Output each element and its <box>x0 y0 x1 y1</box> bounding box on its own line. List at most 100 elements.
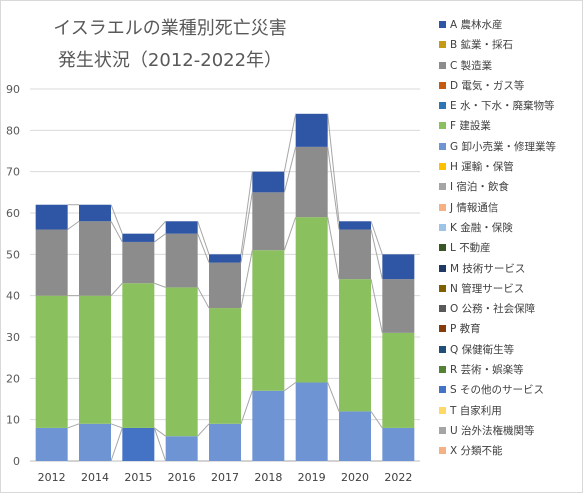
legend-item: S その他のサービス <box>436 381 581 401</box>
legend-label: B 鉱業・採石 <box>450 39 514 52</box>
bar-segment <box>122 427 155 461</box>
series-line <box>153 220 167 235</box>
series-line <box>110 221 123 243</box>
bar-segment <box>79 423 111 461</box>
series-line <box>283 216 297 251</box>
series-line <box>110 423 123 429</box>
legend-swatch <box>439 183 446 191</box>
bar-segment <box>35 204 68 230</box>
legend-swatch <box>439 223 446 231</box>
legend-swatch <box>439 345 446 353</box>
legend-item: R 芸術・娯楽等 <box>436 361 581 381</box>
legend-label: A 農林水産 <box>450 19 503 31</box>
bar-segment <box>35 295 68 428</box>
legend-item: F 建設業 <box>436 117 581 137</box>
legend-item: B 鉱業・採石 <box>436 36 581 56</box>
legend-swatch <box>439 325 446 333</box>
chart-legend: A 農林水産 B 鉱業・採石 C 製造業 D 電気・ガス等 E 水・下水・廃棄物等 F 建… <box>436 16 581 463</box>
legend-item: J 情報通信 <box>436 199 581 219</box>
y-tick-label: 60 <box>6 207 20 220</box>
series-line <box>153 427 167 462</box>
bar-segment <box>209 308 241 424</box>
series-line <box>240 250 253 309</box>
bar-segment <box>382 427 415 461</box>
y-tick-label: 70 <box>6 166 20 179</box>
y-tick-label: 30 <box>6 331 20 344</box>
bar-segment <box>382 332 415 428</box>
x-tick-label: 2014 <box>81 471 109 484</box>
legend-label: X 分類不能 <box>450 445 503 458</box>
bar-segment <box>339 221 371 230</box>
bar-segment <box>252 250 285 391</box>
series-line <box>197 423 210 437</box>
x-tick-label: 2016 <box>168 471 196 484</box>
bar-segment <box>122 283 155 428</box>
bar-segment <box>79 221 111 296</box>
legend-item: P 教育 <box>436 320 581 340</box>
legend-label: P 教育 <box>450 323 481 336</box>
bar-segment <box>339 279 371 412</box>
legend-label: K 金融・保険 <box>450 221 513 234</box>
legend-label: S その他のサービス <box>450 384 545 397</box>
legend-label: R 芸術・娯楽等 <box>450 364 524 377</box>
legend-swatch <box>439 102 446 110</box>
series-line <box>327 382 340 412</box>
legend-swatch <box>439 244 446 252</box>
legend-swatch <box>439 366 446 374</box>
series-line <box>370 279 383 333</box>
legend-label: G 卸小売業・修理業等 <box>450 140 556 153</box>
bar-segment <box>252 171 285 193</box>
y-tick-label: 20 <box>6 372 20 385</box>
legend-swatch <box>439 142 446 150</box>
legend-swatch <box>439 61 446 69</box>
bar-segment <box>252 390 285 461</box>
series-line <box>240 192 253 263</box>
series-line <box>110 204 123 234</box>
bar-segment <box>35 229 68 296</box>
y-tick-label: 80 <box>6 124 20 137</box>
x-tick-label: 2017 <box>211 471 239 484</box>
bar-segment <box>165 436 198 461</box>
legend-swatch <box>439 406 446 414</box>
legend-label: J 情報通信 <box>450 201 499 214</box>
legend-item: I 宿泊・飲食 <box>436 178 581 198</box>
series-line <box>67 423 80 429</box>
legend-swatch <box>439 21 446 28</box>
series-line <box>110 282 123 297</box>
legend-swatch <box>439 122 446 130</box>
bar-segment <box>339 411 371 461</box>
x-tick-label: 2022 <box>384 471 412 484</box>
legend-item: Q 保健衛生等 <box>436 341 581 361</box>
legend-item: M 技術サービス <box>436 260 581 280</box>
bar-segment <box>79 295 111 424</box>
legend-swatch <box>439 305 446 313</box>
series-line <box>197 221 210 255</box>
legend-label: L 不動産 <box>450 242 491 255</box>
legend-label: M 技術サービス <box>450 262 526 275</box>
legend-swatch <box>439 203 446 211</box>
series-line <box>370 411 383 429</box>
bar-segment <box>35 427 68 461</box>
bar-segment <box>165 287 198 437</box>
legend-item: C 製造業 <box>436 57 581 77</box>
legend-label: C 製造業 <box>450 59 493 72</box>
legend-label: T 自家利用 <box>450 404 502 417</box>
legend-label: N 管理サービス <box>450 282 525 295</box>
y-tick-label: 10 <box>6 414 20 427</box>
legend-item: D 電気・ガス等 <box>436 77 581 97</box>
series-line <box>327 113 340 222</box>
legend-label: H 運輸・保管 <box>450 161 514 174</box>
series-line <box>197 287 210 309</box>
legend-item: T 自家利用 <box>436 402 581 422</box>
legend-swatch <box>439 81 446 89</box>
legend-item: O 公務・社会保障 <box>436 300 581 320</box>
bar-segment <box>382 279 415 333</box>
bar-segment <box>209 262 241 309</box>
bar-segment <box>252 192 285 251</box>
series-line <box>154 233 166 243</box>
legend-item: A 農林水産 <box>436 16 581 36</box>
series-line <box>284 382 296 392</box>
bar-segment <box>122 233 155 242</box>
legend-label: E 水・下水・廃棄物等 <box>450 100 555 113</box>
y-tick-label: 0 <box>13 455 20 468</box>
